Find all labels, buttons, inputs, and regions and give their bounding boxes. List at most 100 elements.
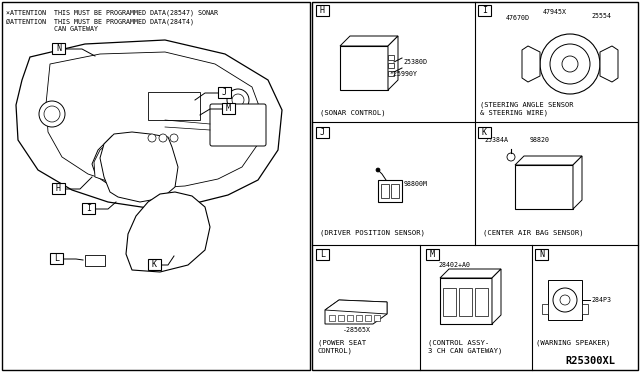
Bar [50,253,63,264]
Text: H: H [320,6,325,15]
Circle shape [540,34,600,94]
Polygon shape [573,156,582,209]
Polygon shape [515,156,582,165]
Bar [475,288,488,316]
Bar [378,180,402,202]
Polygon shape [600,46,618,82]
Text: & STEERING WIRE): & STEERING WIRE) [480,110,548,116]
Text: I: I [482,6,487,15]
Text: N: N [539,250,544,259]
Text: CONTROL): CONTROL) [318,347,353,353]
Polygon shape [100,132,178,202]
Circle shape [159,134,167,142]
Polygon shape [388,36,398,90]
Bar [82,203,95,214]
Polygon shape [94,138,162,186]
Bar [443,288,456,316]
Bar [329,315,335,321]
Bar [381,184,389,198]
Text: L: L [54,254,59,263]
Bar [316,5,329,16]
Bar [542,304,548,314]
Bar [374,315,380,321]
Text: (POWER SEAT: (POWER SEAT [318,339,366,346]
Polygon shape [325,300,387,324]
Circle shape [376,168,380,172]
Bar [338,315,344,321]
Text: 28402+A0: 28402+A0 [438,262,470,268]
Text: 25380D: 25380D [403,59,427,65]
Text: 284P3: 284P3 [591,297,611,303]
Polygon shape [522,46,540,82]
Bar [426,249,439,260]
Circle shape [232,94,244,106]
Text: (CENTER AIR BAG SENSOR): (CENTER AIR BAG SENSOR) [483,229,584,235]
Text: -28565X: -28565X [343,327,371,333]
Bar [52,183,65,194]
Bar [218,87,231,98]
Text: K: K [152,260,157,269]
Polygon shape [92,134,170,190]
Circle shape [39,101,65,127]
Bar [388,63,394,68]
Polygon shape [46,52,262,188]
Bar [478,5,491,16]
Bar [312,2,638,370]
Bar [347,315,353,321]
Bar [388,71,394,76]
Polygon shape [492,269,501,324]
Circle shape [507,153,515,161]
Text: *25990Y: *25990Y [390,71,418,77]
Text: K: K [482,128,487,137]
Bar [388,55,394,60]
Bar [85,255,105,266]
Text: R25300XL: R25300XL [565,356,615,366]
Text: (CONTROL ASSY-: (CONTROL ASSY- [428,339,489,346]
Polygon shape [340,36,398,46]
Bar [2,2,310,370]
Text: L: L [320,250,325,259]
Bar [391,184,399,198]
Bar [340,46,388,90]
Text: 47670D: 47670D [506,15,530,21]
Text: M: M [226,104,231,113]
Text: 25384A: 25384A [484,137,508,143]
Circle shape [562,56,578,72]
Text: CAN GATEWAY: CAN GATEWAY [6,26,98,32]
Text: ×ATTENTION  THIS MUST BE PROGRAMMED DATA(28547) SONAR: ×ATTENTION THIS MUST BE PROGRAMMED DATA(… [6,10,218,16]
Text: 25554: 25554 [591,13,611,19]
Circle shape [170,134,178,142]
Text: N: N [56,44,61,53]
Text: 98800M: 98800M [404,181,428,187]
Polygon shape [325,300,387,314]
Text: J: J [320,128,325,137]
Text: 47945X: 47945X [543,9,567,15]
Bar [356,315,362,321]
Text: (SONAR CONTROL): (SONAR CONTROL) [320,109,386,115]
Bar [316,127,329,138]
Text: 98820: 98820 [530,137,550,143]
Bar [222,103,235,114]
Bar [478,127,491,138]
Text: H: H [56,184,61,193]
Bar [148,259,161,270]
Bar [316,249,329,260]
Bar [52,43,65,54]
Bar [365,315,371,321]
Bar [459,288,472,316]
Bar [548,280,582,320]
Text: (DRIVER POSITION SENSOR): (DRIVER POSITION SENSOR) [320,229,425,235]
Circle shape [550,44,590,84]
Text: J: J [222,88,227,97]
Circle shape [553,288,577,312]
Text: 3 CH CAN GATEWAY): 3 CH CAN GATEWAY) [428,347,502,353]
Circle shape [560,295,570,305]
Polygon shape [16,40,282,208]
Circle shape [44,106,60,122]
Text: I: I [86,204,91,213]
Text: (WARNING SPEAKER): (WARNING SPEAKER) [536,339,611,346]
Circle shape [227,89,249,111]
Circle shape [148,134,156,142]
Text: ØATTENTION  THIS MUST BE PROGRAMMED DATA(284T4): ØATTENTION THIS MUST BE PROGRAMMED DATA(… [6,18,194,25]
Bar [148,92,200,120]
